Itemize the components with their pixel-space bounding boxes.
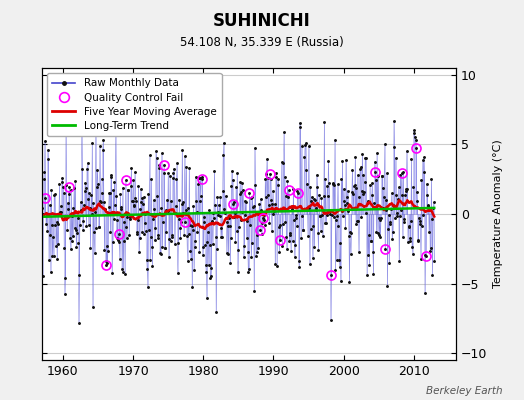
Text: 54.108 N, 35.339 E (Russia): 54.108 N, 35.339 E (Russia) [180,36,344,49]
Text: Berkeley Earth: Berkeley Earth [427,386,503,396]
Text: SUHINICHI: SUHINICHI [213,12,311,30]
Legend: Raw Monthly Data, Quality Control Fail, Five Year Moving Average, Long-Term Tren: Raw Monthly Data, Quality Control Fail, … [47,73,222,136]
Y-axis label: Temperature Anomaly (°C): Temperature Anomaly (°C) [493,140,503,288]
